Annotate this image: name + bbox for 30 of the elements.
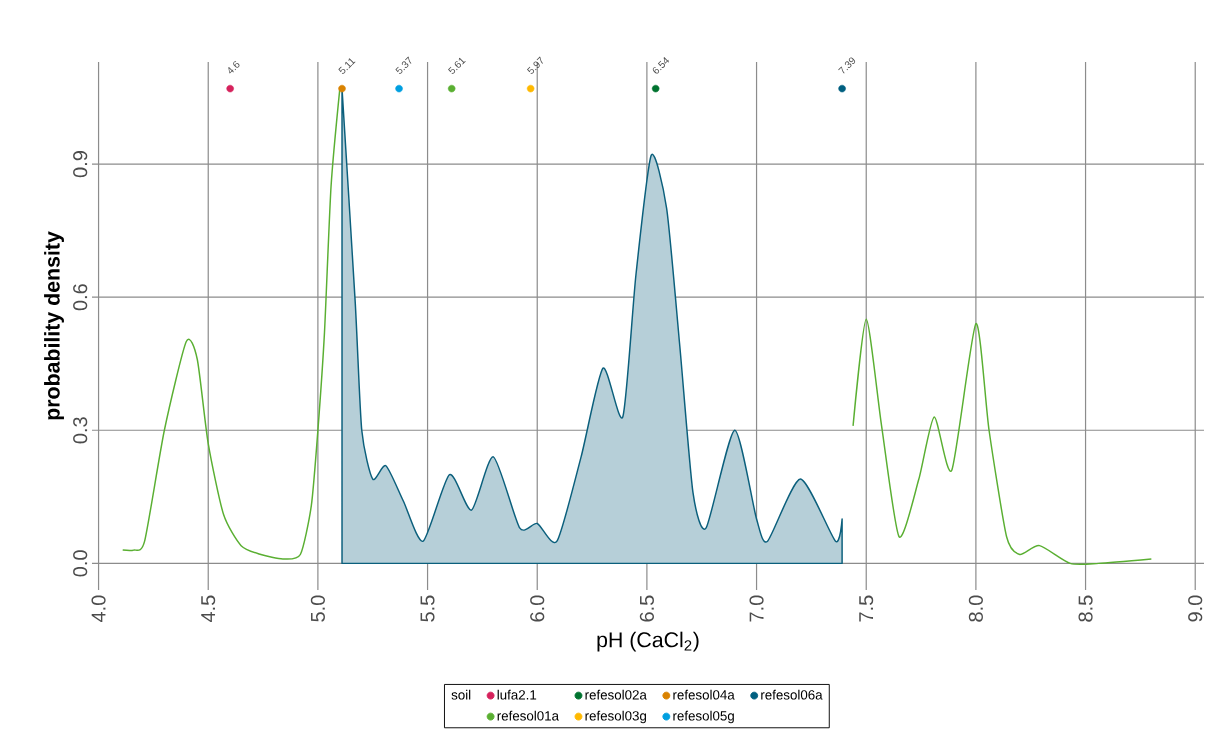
x-tick-label: 8.0 bbox=[968, 595, 983, 622]
x-tick-label: 4.5 bbox=[201, 595, 216, 623]
y-tick-label: 0.9 bbox=[73, 151, 88, 178]
y-axis-title: probability density bbox=[44, 231, 64, 420]
x-tick-label: 4.0 bbox=[91, 595, 106, 623]
legend-label: refesol02a bbox=[585, 689, 647, 700]
x-tick-label: 6.5 bbox=[639, 595, 654, 622]
x-tick-label: 5.5 bbox=[420, 595, 435, 622]
x-tick-label: 8.5 bbox=[1078, 595, 1093, 622]
y-tick-label: 0.0 bbox=[73, 550, 88, 577]
x-tick-label: 5.0 bbox=[310, 595, 325, 622]
y-tick-label: 0.3 bbox=[73, 417, 88, 444]
annotation: 5.11 bbox=[338, 58, 356, 74]
annotation: 5.61 bbox=[448, 57, 466, 74]
y-tick-label: 0.6 bbox=[73, 284, 88, 311]
legend-title: soil bbox=[451, 689, 471, 700]
legend-label: refesol01a bbox=[497, 710, 560, 721]
x-tick-label: 7.0 bbox=[749, 595, 764, 622]
x-tick-label: 7.5 bbox=[859, 595, 874, 622]
annotation: 6.54 bbox=[652, 57, 670, 74]
annotation: 4.6 bbox=[228, 61, 240, 74]
legend-label: refesol05g bbox=[673, 710, 734, 724]
legend-label: refesol06a bbox=[761, 689, 823, 700]
annotation: 7.39 bbox=[838, 57, 856, 74]
x-tick-label: 6.0 bbox=[530, 595, 545, 622]
legend-label: lufa2.1 bbox=[497, 689, 537, 700]
legend-label: refesol04a bbox=[673, 689, 735, 700]
x-axis-title: pH (CaCl$_{2}$) bbox=[597, 631, 699, 652]
x-tick-label: 9.0 bbox=[1188, 595, 1203, 622]
legend-label: refesol03g bbox=[585, 710, 647, 724]
